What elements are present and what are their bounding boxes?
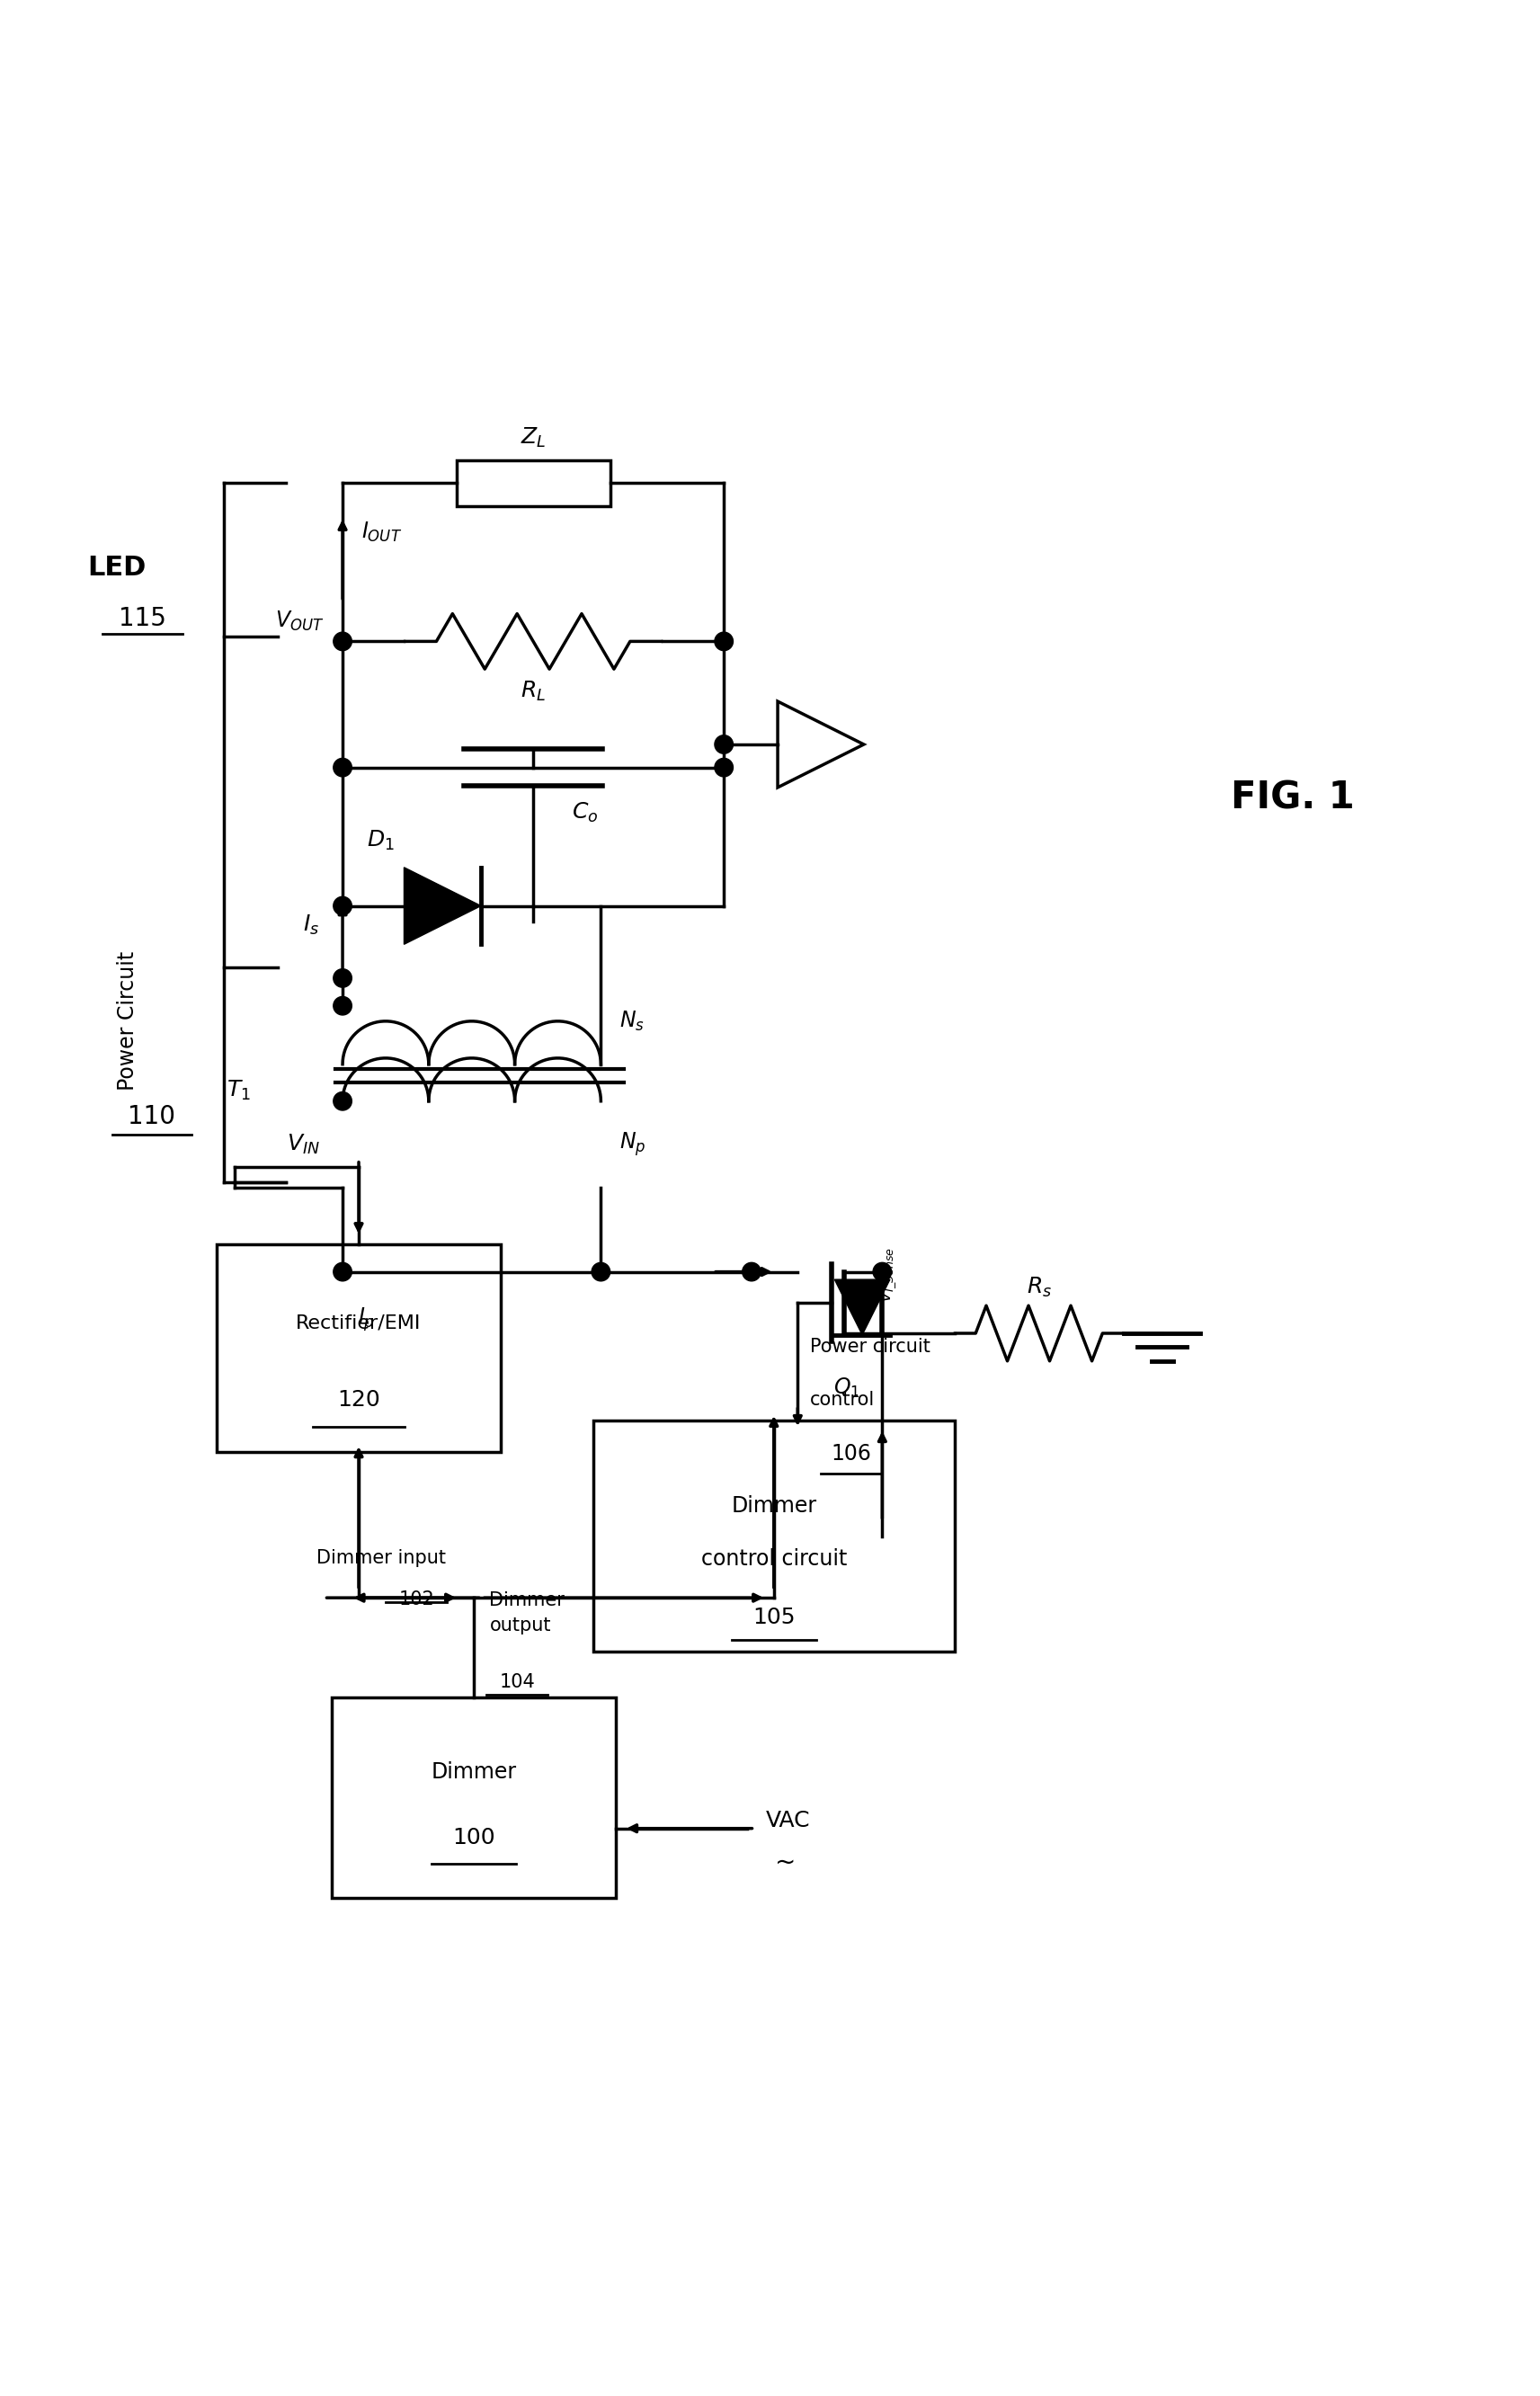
Text: $Q_1$: $Q_1$	[833, 1375, 861, 1399]
Text: $R_L$: $R_L$	[521, 680, 545, 704]
Text: control: control	[810, 1392, 875, 1409]
Circle shape	[333, 896, 351, 915]
Text: $I_{OUT}$: $I_{OUT}$	[360, 520, 402, 544]
Text: $C_o$: $C_o$	[571, 800, 598, 824]
Bar	[217, 1244, 500, 1452]
Circle shape	[742, 1263, 761, 1282]
Text: FIG. 1: FIG. 1	[1230, 779, 1355, 817]
Bar	[331, 1699, 616, 1898]
Circle shape	[715, 633, 733, 652]
Text: $I_p$: $I_p$	[357, 1306, 374, 1332]
Text: Dimmer: Dimmer	[731, 1495, 816, 1517]
Text: $V_{IN}$: $V_{IN}$	[286, 1133, 320, 1155]
Text: $N_p$: $N_p$	[619, 1131, 645, 1157]
Polygon shape	[835, 1279, 890, 1335]
Text: 110: 110	[128, 1105, 176, 1129]
Text: 100: 100	[453, 1826, 496, 1847]
Text: Dimmer input: Dimmer input	[316, 1550, 447, 1567]
Text: Rectifier/EMI: Rectifier/EMI	[296, 1313, 422, 1332]
Circle shape	[333, 997, 351, 1016]
Text: ~: ~	[775, 1850, 796, 1874]
Circle shape	[333, 1263, 351, 1282]
Text: control circuit: control circuit	[701, 1548, 847, 1569]
Polygon shape	[403, 867, 480, 944]
Text: 104: 104	[499, 1672, 534, 1692]
Circle shape	[715, 757, 733, 776]
Circle shape	[333, 633, 351, 652]
Text: LED: LED	[88, 553, 146, 580]
Text: VAC: VAC	[765, 1809, 810, 1831]
Circle shape	[873, 1263, 892, 1282]
Circle shape	[333, 757, 351, 776]
Text: $D_1$: $D_1$	[367, 829, 394, 853]
Text: $Z_L$: $Z_L$	[521, 426, 547, 448]
Bar	[456, 460, 610, 506]
Circle shape	[333, 1093, 351, 1109]
Text: $I_s$: $I_s$	[303, 913, 319, 937]
Text: $R_s$: $R_s$	[1027, 1277, 1052, 1299]
Text: Power circuit: Power circuit	[810, 1337, 930, 1356]
Text: Dimmer: Dimmer	[431, 1761, 517, 1783]
Circle shape	[715, 736, 733, 755]
Circle shape	[333, 968, 351, 987]
Bar	[593, 1421, 955, 1651]
Text: 115: 115	[119, 606, 166, 630]
Text: Power Circuit: Power Circuit	[117, 951, 139, 1090]
Text: 105: 105	[753, 1605, 795, 1627]
Text: 120: 120	[337, 1390, 380, 1411]
Text: $T_1$: $T_1$	[226, 1078, 251, 1102]
Text: 106: 106	[832, 1442, 872, 1464]
Text: $V_{I\_Sense}$: $V_{I\_Sense}$	[878, 1246, 898, 1303]
Text: 102: 102	[399, 1591, 434, 1608]
Text: $V_{OUT}$: $V_{OUT}$	[276, 609, 323, 633]
Text: $N_s$: $N_s$	[619, 1009, 644, 1033]
Text: Dimmer
output: Dimmer output	[490, 1591, 565, 1634]
Circle shape	[591, 1263, 610, 1282]
